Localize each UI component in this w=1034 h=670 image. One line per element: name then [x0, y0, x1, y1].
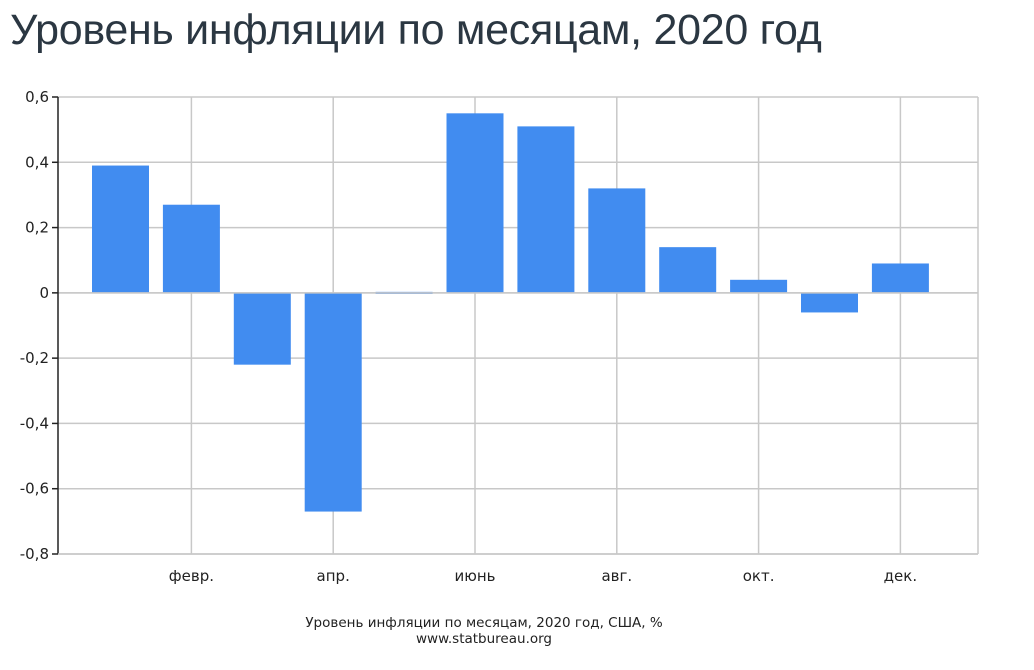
- bar: [92, 165, 149, 293]
- y-tick-label: 0,2: [25, 219, 49, 237]
- chart-source: www.statbureau.org: [416, 631, 552, 647]
- y-tick-label: -0,6: [20, 480, 49, 498]
- page-title: Уровень инфляции по месяцам, 2020 год: [10, 6, 822, 54]
- bar: [233, 292, 291, 365]
- y-tick-label: -0,8: [20, 545, 49, 563]
- y-tick-label: 0,4: [25, 153, 49, 171]
- bar: [517, 126, 575, 293]
- x-tick-label: февр.: [169, 567, 214, 585]
- x-tick-label: окт.: [743, 567, 775, 585]
- chart-bars: [92, 113, 929, 512]
- bar: [162, 204, 220, 293]
- x-tick-label: июнь: [454, 567, 495, 585]
- y-tick-label: -0,4: [20, 414, 49, 432]
- bar: [871, 263, 929, 293]
- chart-axes: [52, 96, 978, 555]
- bar: [446, 113, 504, 293]
- chart-caption: Уровень инфляции по месяцам, 2020 год, С…: [305, 615, 663, 631]
- x-tick-label: апр.: [317, 567, 350, 585]
- bar: [801, 292, 858, 313]
- y-tick-label: 0: [39, 284, 49, 302]
- bar: [588, 188, 646, 293]
- bar: [304, 292, 362, 512]
- chart-tick-labels: 0,6 0,4 0,2 0 -0,2 -0,4 -0,6 -0,8 февр. апр. июнь а…: [20, 88, 917, 585]
- x-tick-label: дек.: [884, 567, 917, 585]
- bar: [659, 247, 717, 293]
- bar: [730, 279, 788, 293]
- x-tick-label: авг.: [601, 567, 632, 585]
- y-tick-label: -0,2: [20, 349, 49, 367]
- y-tick-label: 0,6: [25, 88, 49, 106]
